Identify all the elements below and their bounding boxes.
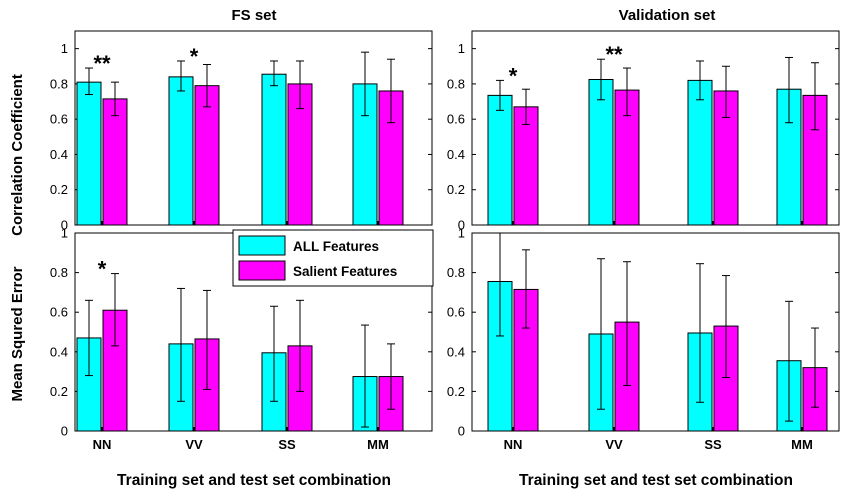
plot-area: 0 0.2 0.4 0.6 0.8 1 NN VV SS MM: [447, 226, 839, 452]
y-tick-label: 0.4: [50, 344, 68, 359]
legend-label-all: ALL Features: [293, 239, 379, 254]
plot-frame: [74, 30, 433, 226]
y-tick-label: 0.6: [447, 305, 465, 320]
y-tick-label: 0.6: [50, 305, 68, 320]
y-tick-label: 0.8: [447, 265, 465, 280]
bar-all-features: [687, 79, 713, 226]
bar-all-features: [487, 94, 513, 226]
x-axis-label: Training set and test set combination: [117, 472, 391, 489]
y-tick-label: 0.6: [447, 112, 465, 127]
y-tick-label: 0.2: [50, 182, 68, 197]
panel-val-mse: 0 0.2 0.4 0.6 0.8 1 NN VV SS MM Training set and …: [447, 226, 840, 489]
legend: ALL Features Salient Features: [232, 229, 434, 287]
bar-all-features: [588, 79, 614, 226]
y-tick-label: 0.2: [447, 384, 465, 399]
x-tick-label: VV: [605, 437, 623, 452]
legend-swatch-salient: [238, 260, 286, 281]
plot-area: 0 0.2 0.4 0.6 0.8 1 NN VV SS MM *: [50, 226, 432, 452]
significance-marker: *: [509, 63, 518, 88]
bar-all-features: [168, 76, 194, 226]
y-tick-label: 0.4: [447, 344, 465, 359]
x-tick-label: VV: [185, 437, 203, 452]
y-tick-label: 0: [61, 218, 68, 233]
significance-marker: **: [605, 42, 623, 67]
y-axis-label-correlation: Correlation Coefficient: [9, 74, 26, 236]
significance-marker: **: [93, 51, 111, 76]
y-tick-label: 0.4: [50, 147, 68, 162]
bar-all-features: [261, 73, 287, 226]
y-tick-label: 0.4: [447, 147, 465, 162]
y-tick-label: 1: [61, 226, 68, 241]
y-tick-label: 0.8: [50, 76, 68, 91]
y-axis-label-mse: Mean Squred Error: [9, 266, 26, 401]
legend-swatch-all: [238, 235, 286, 256]
y-tick-label: 0.2: [447, 182, 465, 197]
x-tick-label: NN: [93, 437, 112, 452]
bar-salient-features: [194, 85, 220, 226]
y-tick-label: 0.8: [50, 265, 68, 280]
y-tick-label: 0.6: [50, 112, 68, 127]
bar-salient-features: [102, 98, 128, 226]
bar-all-features: [76, 81, 102, 226]
y-tick-label: 0: [458, 218, 465, 233]
y-tick-label: 1: [458, 41, 465, 56]
x-tick-label: NN: [504, 437, 523, 452]
significance-marker: *: [98, 257, 107, 282]
bar-salient-features: [513, 106, 539, 226]
x-tick-label: SS: [704, 437, 722, 452]
x-tick-label: MM: [791, 437, 813, 452]
x-tick-label: SS: [278, 437, 296, 452]
y-tick-label: 1: [61, 41, 68, 56]
panel-title: Validation set: [619, 7, 716, 24]
y-tick-label: 0: [458, 424, 465, 439]
significance-marker: *: [190, 44, 199, 69]
legend-label-salient: Salient Features: [293, 264, 397, 279]
x-tick-label: MM: [367, 437, 389, 452]
y-tick-label: 1: [458, 226, 465, 241]
y-tick-label: 0.2: [50, 384, 68, 399]
panel-title: FS set: [231, 7, 276, 24]
y-tick-label: 0.8: [447, 76, 465, 91]
x-axis-label: Training set and test set combination: [519, 472, 793, 489]
y-tick-label: 0: [61, 424, 68, 439]
